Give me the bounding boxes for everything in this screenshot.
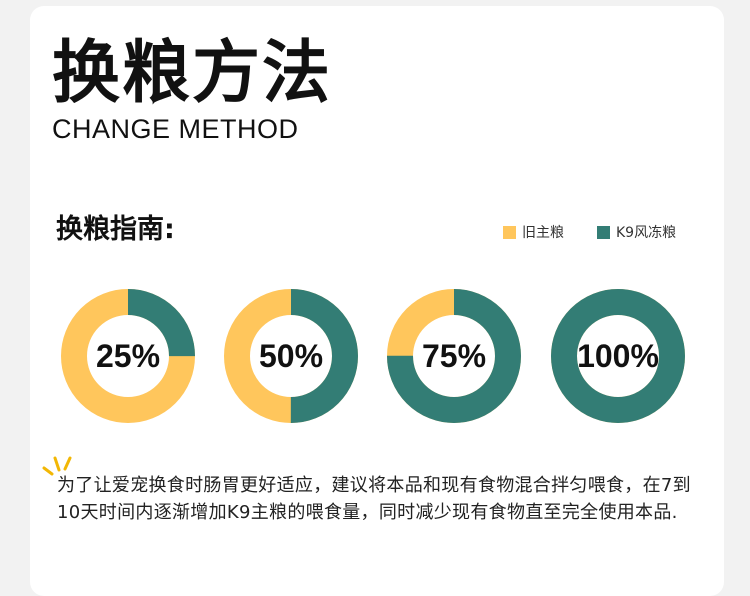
donut-percent-label: 50% <box>258 337 324 374</box>
lightbulb-rays-icon <box>42 456 72 476</box>
legend-label-new-food: K9风冻粮 <box>616 225 677 241</box>
ring-new-food <box>387 289 521 423</box>
donut-25: 25% <box>61 289 195 423</box>
legend-label-old-food: 旧主粮 <box>522 225 564 241</box>
donut-100: 100% <box>551 289 685 423</box>
donut-50: 50% <box>224 289 358 423</box>
feeding-instructions: 为了让爱宠换食时肠胃更好适应，建议将本品和现有食物混合拌匀喂食，在7到10天时间… <box>57 475 691 523</box>
legend-item-new-food: K9风冻粮 <box>597 222 676 242</box>
guide-heading: 换粮指南: <box>56 214 175 245</box>
page-subtitle: CHANGE METHOD <box>52 114 299 144</box>
donut-ring-50 <box>224 289 358 423</box>
donut-percent-label: 25% <box>95 337 161 374</box>
donut-ring-75 <box>387 289 521 423</box>
donut-percent-label: 100% <box>577 337 659 374</box>
ring-new-food <box>551 289 685 423</box>
ring-new-food <box>224 289 358 423</box>
donut-ring-100 <box>551 289 685 423</box>
legend-swatch-old-food <box>503 225 516 239</box>
donut-ring-25 <box>61 289 195 423</box>
legend-swatch-new-food <box>597 225 610 239</box>
page-title: 换粮方法 <box>52 34 333 113</box>
ring-new-food <box>61 289 195 423</box>
donut-75: 75% <box>387 289 521 423</box>
legend-item-old-food: 旧主粮 <box>503 222 564 242</box>
donut-percent-label: 75% <box>421 337 487 374</box>
